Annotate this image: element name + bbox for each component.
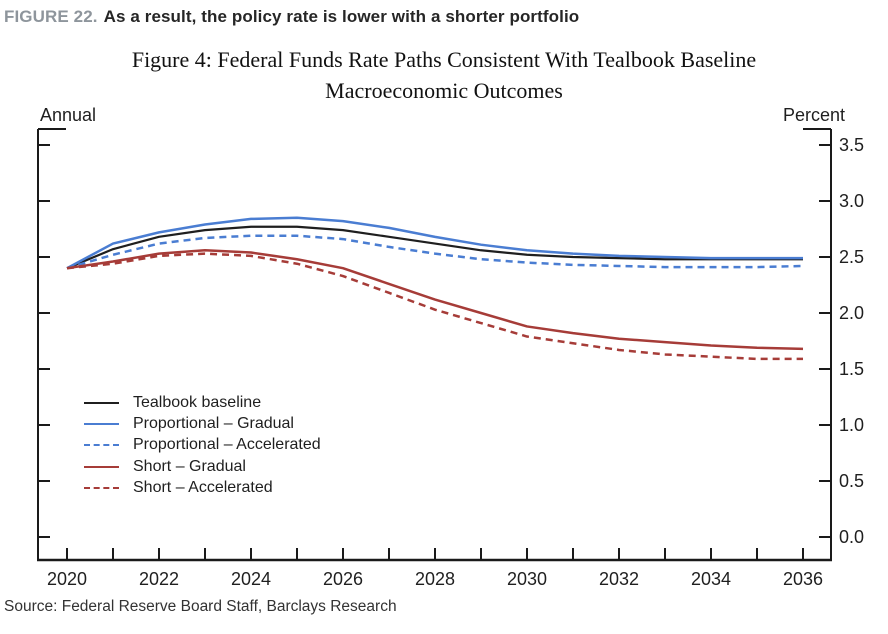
legend-line-sample [84, 444, 119, 447]
y-tick-label: 2.5 [839, 247, 864, 267]
x-tick-label: 2034 [691, 569, 731, 589]
figure-label: FIGURE 22. [4, 7, 98, 26]
source-note: Source: Federal Reserve Board Staff, Bar… [4, 598, 397, 615]
figure-headline: As a result, the policy rate is lower wi… [103, 7, 580, 26]
series-line-short-gradual [66, 249, 804, 351]
x-tick-label: 2022 [139, 569, 179, 589]
x-tick-label: 2026 [323, 569, 363, 589]
x-tick-label: 2030 [507, 569, 547, 589]
x-tick-label: 2036 [783, 569, 823, 589]
legend-label: Proportional – Gradual [133, 415, 294, 433]
legend-item-tealbook-baseline: Tealbook baseline [84, 392, 321, 413]
y-tick-label: 2.0 [839, 303, 864, 323]
figure-header: FIGURE 22. As a result, the policy rate i… [4, 7, 579, 27]
legend-label: Proportional – Accelerated [133, 436, 321, 454]
y-tick-label: 1.5 [839, 359, 864, 379]
legend-line-sample [84, 465, 119, 468]
x-tick-label: 2032 [599, 569, 639, 589]
x-tick-label: 2028 [415, 569, 455, 589]
legend-item-short-accelerated: Short – Accelerated [84, 478, 321, 499]
y-tick-label: 3.5 [839, 135, 864, 155]
chart-title: Figure 4: Federal Funds Rate Paths Consi… [0, 44, 888, 106]
x-tick-label: 2020 [47, 569, 87, 589]
chart-title-line2: Macroeconomic Outcomes [325, 78, 563, 103]
x-tick-label: 2024 [231, 569, 271, 589]
series-line-tealbook-baseline [66, 225, 803, 270]
legend-line-sample [84, 487, 119, 490]
y-tick-label: 3.0 [839, 191, 864, 211]
legend-label: Short – Accelerated [133, 479, 273, 497]
y-tick-label: 0.0 [839, 527, 864, 547]
left-axis-caption: Annual [40, 105, 97, 125]
legend-line-sample [84, 423, 119, 426]
right-axis-caption: Percent [782, 105, 845, 125]
legend-item-proportional-gradual: Proportional – Gradual [84, 413, 321, 434]
chart-legend: Tealbook baseline Proportional – Gradual… [84, 392, 321, 499]
series-line-proportional-accelerated [66, 234, 804, 270]
legend-line-sample [84, 401, 119, 404]
legend-item-proportional-accelerated: Proportional – Accelerated [84, 435, 321, 456]
series-line-proportional-gradual [66, 216, 803, 270]
legend-label: Tealbook baseline [133, 393, 262, 411]
y-tick-label: 0.5 [839, 471, 864, 491]
legend-label: Short – Gradual [133, 457, 246, 475]
y-tick-label: 1.0 [839, 415, 864, 435]
chart-title-line1: Figure 4: Federal Funds Rate Paths Consi… [131, 47, 757, 72]
legend-item-short-gradual: Short – Gradual [84, 456, 321, 477]
series-line-short-accelerated [66, 252, 803, 361]
